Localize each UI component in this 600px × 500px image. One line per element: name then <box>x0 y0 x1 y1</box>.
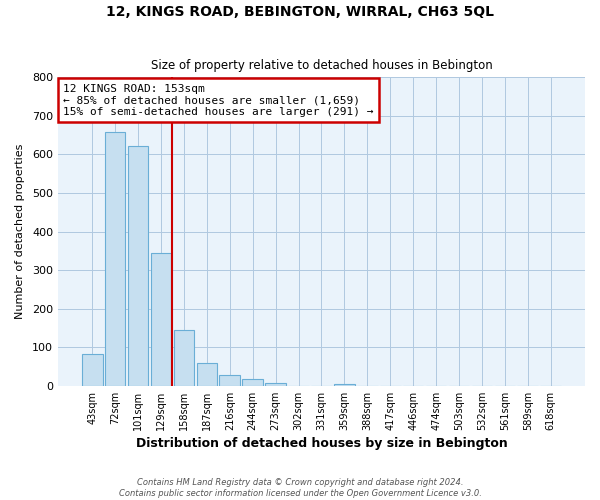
Text: 12, KINGS ROAD, BEBINGTON, WIRRAL, CH63 5QL: 12, KINGS ROAD, BEBINGTON, WIRRAL, CH63 … <box>106 5 494 19</box>
Bar <box>128 146 148 386</box>
Bar <box>151 253 171 386</box>
Y-axis label: Number of detached properties: Number of detached properties <box>15 144 25 320</box>
Title: Size of property relative to detached houses in Bebington: Size of property relative to detached ho… <box>151 59 493 72</box>
Bar <box>265 382 286 386</box>
Text: Contains HM Land Registry data © Crown copyright and database right 2024.
Contai: Contains HM Land Registry data © Crown c… <box>119 478 481 498</box>
Bar <box>197 362 217 386</box>
Bar <box>173 330 194 386</box>
X-axis label: Distribution of detached houses by size in Bebington: Distribution of detached houses by size … <box>136 437 508 450</box>
Text: 12 KINGS ROAD: 153sqm
← 85% of detached houses are smaller (1,659)
15% of semi-d: 12 KINGS ROAD: 153sqm ← 85% of detached … <box>63 84 374 116</box>
Bar <box>82 354 103 386</box>
Bar <box>220 376 240 386</box>
Bar <box>334 384 355 386</box>
Bar <box>105 132 125 386</box>
Bar <box>242 379 263 386</box>
